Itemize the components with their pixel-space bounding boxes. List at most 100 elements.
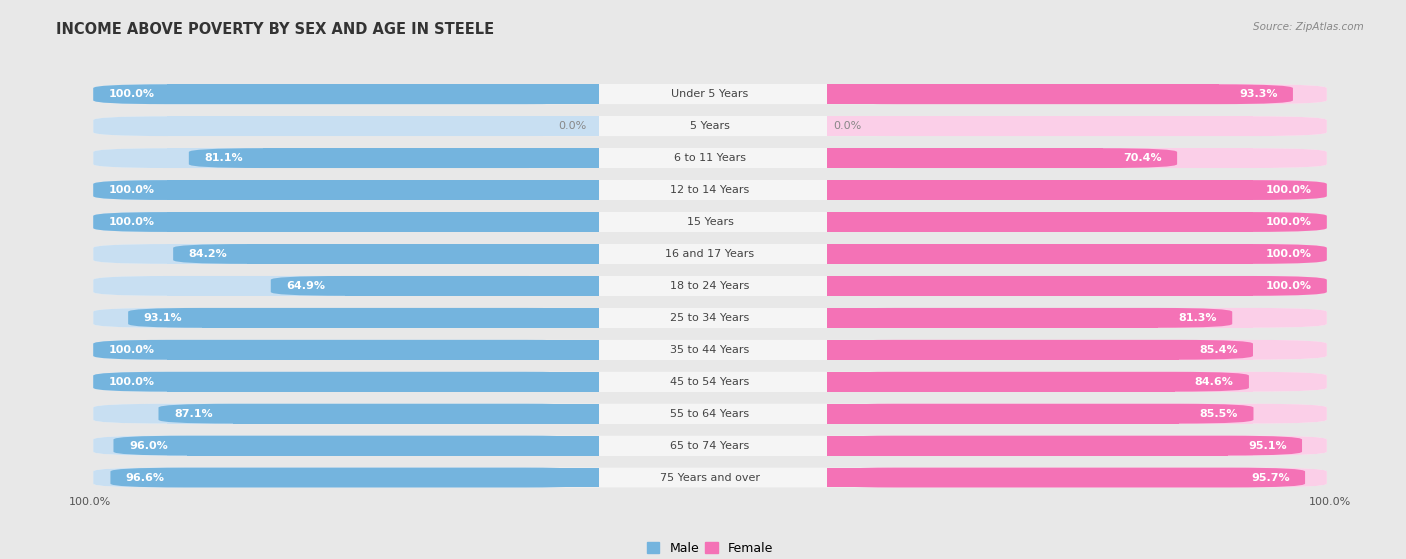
FancyBboxPatch shape [821, 116, 1327, 136]
Text: 87.1%: 87.1% [174, 409, 212, 419]
Bar [599, 372, 827, 392]
Bar [599, 84, 821, 104]
FancyBboxPatch shape [93, 372, 1327, 392]
Text: 93.1%: 93.1% [143, 313, 183, 323]
Text: 0.0%: 0.0% [558, 121, 586, 131]
Bar [599, 308, 821, 328]
FancyBboxPatch shape [93, 212, 1327, 232]
Text: 85.4%: 85.4% [1199, 345, 1237, 355]
Bar [167, 340, 599, 359]
FancyBboxPatch shape [93, 468, 599, 487]
FancyBboxPatch shape [93, 340, 1327, 359]
Text: 5 Years: 5 Years [690, 121, 730, 131]
Bar [524, 84, 599, 104]
FancyBboxPatch shape [821, 468, 1305, 487]
Bar [167, 435, 599, 456]
Text: 65 to 74 Years: 65 to 74 Years [671, 440, 749, 451]
FancyBboxPatch shape [93, 180, 599, 200]
FancyBboxPatch shape [821, 276, 1327, 296]
Bar [599, 340, 827, 359]
Text: 84.2%: 84.2% [188, 249, 228, 259]
Bar [232, 404, 599, 424]
Bar [599, 244, 821, 264]
FancyBboxPatch shape [93, 244, 599, 264]
Bar [821, 148, 1104, 168]
FancyBboxPatch shape [821, 468, 1327, 487]
Text: 70.4%: 70.4% [1123, 153, 1161, 163]
Bar [524, 148, 599, 168]
Bar [821, 180, 1253, 200]
Bar [247, 244, 599, 264]
Bar [167, 340, 599, 359]
Text: 96.0%: 96.0% [129, 440, 167, 451]
FancyBboxPatch shape [93, 435, 1327, 456]
Bar [599, 435, 827, 456]
Bar [821, 244, 1253, 264]
Text: 100.0%: 100.0% [1265, 185, 1312, 195]
Bar [599, 404, 827, 424]
Bar [524, 435, 599, 456]
Text: 93.3%: 93.3% [1239, 89, 1278, 100]
FancyBboxPatch shape [93, 308, 1327, 328]
Text: 100.0%: 100.0% [1265, 217, 1312, 227]
Bar [599, 116, 821, 136]
Bar [599, 148, 827, 168]
FancyBboxPatch shape [173, 244, 599, 264]
Text: 45 to 54 Years: 45 to 54 Years [671, 377, 749, 387]
Text: 100.0%: 100.0% [108, 377, 155, 387]
FancyBboxPatch shape [93, 116, 599, 136]
Bar [167, 244, 599, 264]
FancyBboxPatch shape [188, 148, 599, 168]
FancyBboxPatch shape [93, 404, 599, 424]
Bar [821, 116, 1253, 136]
Bar [344, 276, 599, 296]
FancyBboxPatch shape [93, 180, 599, 200]
Bar [187, 435, 599, 456]
Text: 100.0%: 100.0% [108, 217, 155, 227]
Bar [263, 148, 599, 168]
FancyBboxPatch shape [821, 308, 1327, 328]
Bar [821, 308, 1253, 328]
Bar [167, 468, 599, 487]
Text: 84.6%: 84.6% [1195, 377, 1233, 387]
Bar [599, 180, 821, 200]
FancyBboxPatch shape [93, 148, 599, 168]
Bar [167, 180, 599, 200]
FancyBboxPatch shape [821, 180, 1327, 200]
FancyBboxPatch shape [821, 340, 1327, 359]
Text: 100.0%: 100.0% [1265, 249, 1312, 259]
FancyBboxPatch shape [93, 276, 1327, 296]
Text: 100.0%: 100.0% [108, 345, 155, 355]
Text: 96.6%: 96.6% [127, 472, 165, 482]
Bar [599, 404, 821, 424]
Bar [821, 84, 1253, 104]
Bar [599, 372, 821, 392]
Text: 100.0%: 100.0% [69, 498, 111, 508]
Text: 18 to 24 Years: 18 to 24 Years [671, 281, 749, 291]
FancyBboxPatch shape [159, 404, 599, 424]
FancyBboxPatch shape [271, 276, 599, 296]
Bar [821, 468, 1253, 487]
Bar [524, 276, 599, 296]
FancyBboxPatch shape [93, 372, 599, 392]
Bar [821, 148, 1253, 168]
Bar [167, 372, 599, 392]
Bar [599, 244, 827, 264]
Text: 0.0%: 0.0% [834, 121, 862, 131]
FancyBboxPatch shape [93, 404, 1327, 424]
FancyBboxPatch shape [821, 372, 1327, 392]
FancyBboxPatch shape [93, 84, 599, 104]
Bar [524, 340, 599, 359]
Bar [821, 276, 1253, 296]
Bar [167, 276, 599, 296]
Text: 100.0%: 100.0% [108, 185, 155, 195]
FancyBboxPatch shape [821, 84, 1294, 104]
Bar [599, 308, 827, 328]
Text: 35 to 44 Years: 35 to 44 Years [671, 345, 749, 355]
Bar [524, 212, 599, 232]
FancyBboxPatch shape [93, 468, 1327, 487]
Bar [167, 148, 599, 168]
Text: 64.9%: 64.9% [287, 281, 325, 291]
FancyBboxPatch shape [821, 435, 1327, 456]
Text: 81.3%: 81.3% [1178, 313, 1216, 323]
